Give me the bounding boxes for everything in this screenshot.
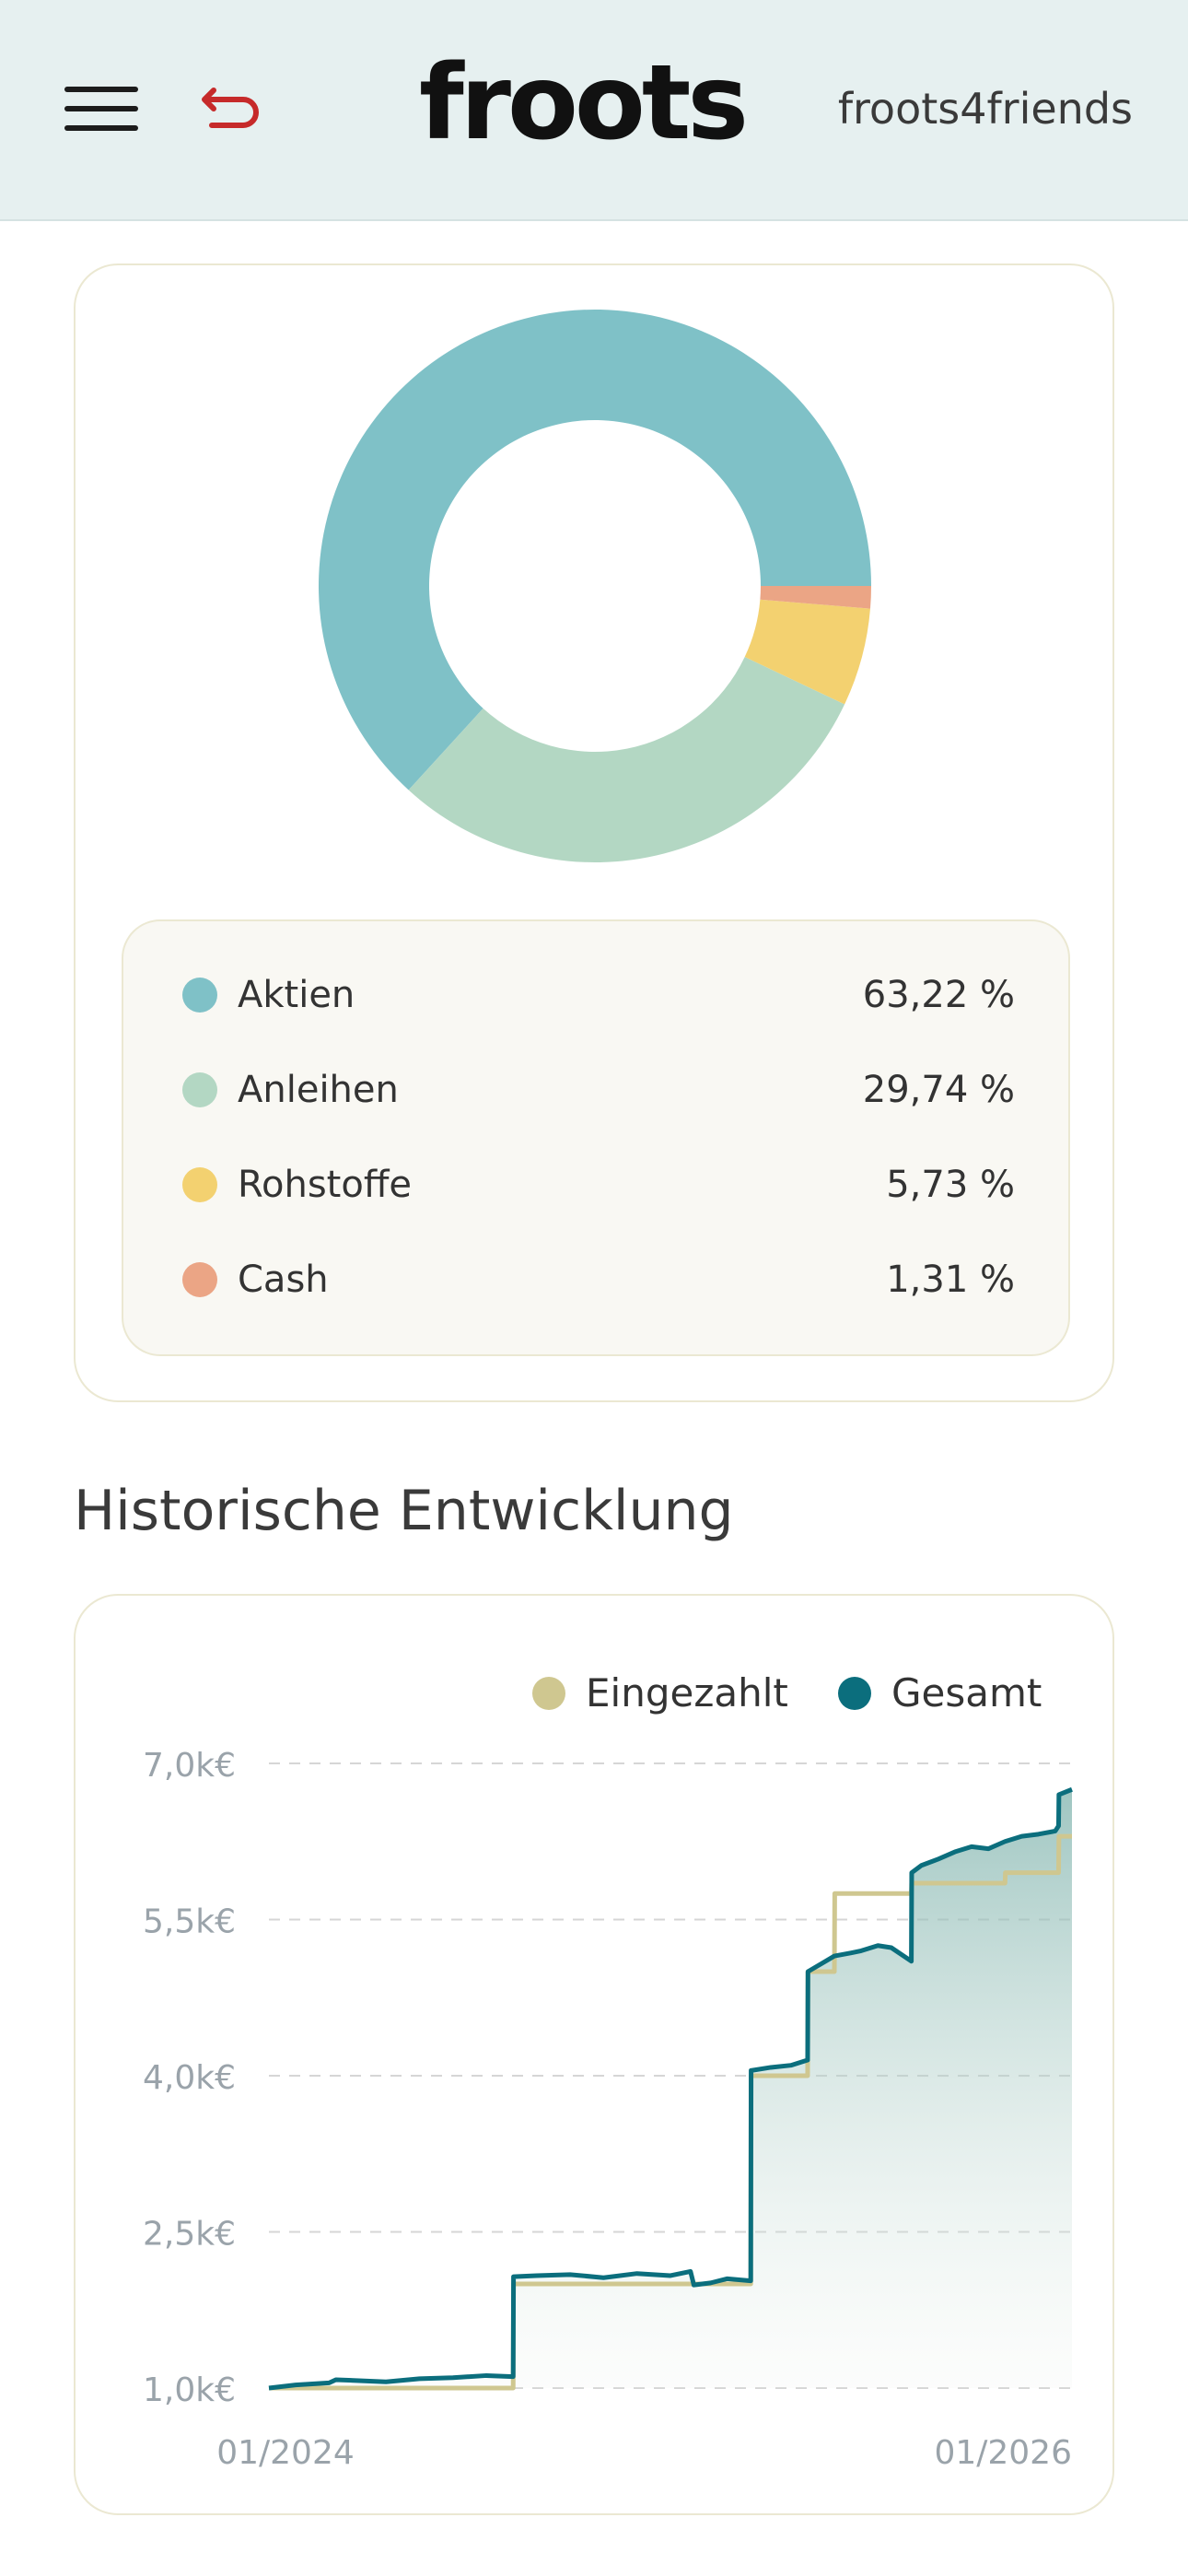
legend-dot-cash bbox=[182, 1262, 217, 1297]
donut-slice-aktien[interactable] bbox=[318, 310, 871, 790]
legend-dot-eingezahlt bbox=[532, 1677, 565, 1710]
gesamt-series-line[interactable] bbox=[268, 1786, 1073, 2391]
legend-dot-gesamt bbox=[838, 1677, 871, 1710]
y-tick-label: 2,5k€ bbox=[143, 2216, 236, 2254]
app-header: froots froots4friends bbox=[0, 0, 1188, 221]
undo-arrow-icon[interactable] bbox=[201, 77, 265, 136]
legend-dot-anleihen bbox=[182, 1072, 217, 1107]
legend-percentage: 5,73 % bbox=[886, 1164, 1015, 1206]
y-tick-label: 4,0k€ bbox=[143, 2059, 236, 2097]
legend-percentage: 1,31 % bbox=[886, 1259, 1015, 1301]
legend-label: Gesamt bbox=[891, 1670, 1042, 1715]
eingezahlt-series-line[interactable] bbox=[269, 1833, 1072, 2391]
y-tick-label: 5,5k€ bbox=[143, 1903, 236, 1941]
froots-logo[interactable]: froots bbox=[419, 43, 749, 163]
legend-row-rohstoffe: Rohstoffe 5,73 % bbox=[177, 1157, 1015, 1212]
legend-row-cash: Cash 1,31 % bbox=[177, 1252, 1015, 1307]
donut-slice-rohstoffe[interactable] bbox=[744, 599, 870, 705]
legend-dot-aktien bbox=[182, 978, 217, 1013]
donut-slice-anleihen[interactable] bbox=[408, 657, 845, 862]
donut-slice-cash[interactable] bbox=[760, 586, 871, 609]
legend-percentage: 29,74 % bbox=[862, 1069, 1015, 1111]
allocation-card: Aktien 63,22 % Anleihen 29,74 % Rohstoff… bbox=[74, 263, 1114, 1402]
legend-label: Anleihen bbox=[238, 1069, 399, 1111]
y-tick-label: 1,0k€ bbox=[143, 2371, 236, 2409]
history-chart-card: Eingezahlt Gesamt 7,0k€ 5,5k€ 4,0k€ 2,5k€ 1,… bbox=[74, 1594, 1114, 2515]
legend-label: Aktien bbox=[238, 974, 355, 1016]
hamburger-menu-icon[interactable] bbox=[64, 83, 138, 135]
x-tick-label: 01/2024 bbox=[216, 2434, 355, 2472]
legend-label: Eingezahlt bbox=[586, 1670, 788, 1715]
legend-label: Cash bbox=[238, 1259, 329, 1301]
x-tick-label: 01/2026 bbox=[934, 2434, 1072, 2472]
legend-dot-rohstoffe bbox=[182, 1167, 217, 1202]
y-tick-label: 7,0k€ bbox=[143, 1747, 236, 1785]
allocation-legend: Aktien 63,22 % Anleihen 29,74 % Rohstoff… bbox=[122, 919, 1070, 1356]
history-section-title: Historische Entwicklung bbox=[74, 1479, 734, 1543]
froots4friends-link[interactable]: froots4friends bbox=[837, 84, 1133, 134]
allocation-donut-chart bbox=[318, 310, 871, 862]
legend-label: Rohstoffe bbox=[238, 1164, 412, 1206]
legend-percentage: 63,22 % bbox=[862, 974, 1015, 1016]
gesamt-area bbox=[269, 1789, 1072, 2388]
history-line-chart: 7,0k€ 5,5k€ 4,0k€ 2,5k€ 1,0k€ 01/2024 01/2026 bbox=[143, 1747, 1077, 2472]
legend-row-aktien: Aktien 63,22 % bbox=[177, 967, 1015, 1023]
legend-row-anleihen: Anleihen 29,74 % bbox=[177, 1062, 1015, 1118]
